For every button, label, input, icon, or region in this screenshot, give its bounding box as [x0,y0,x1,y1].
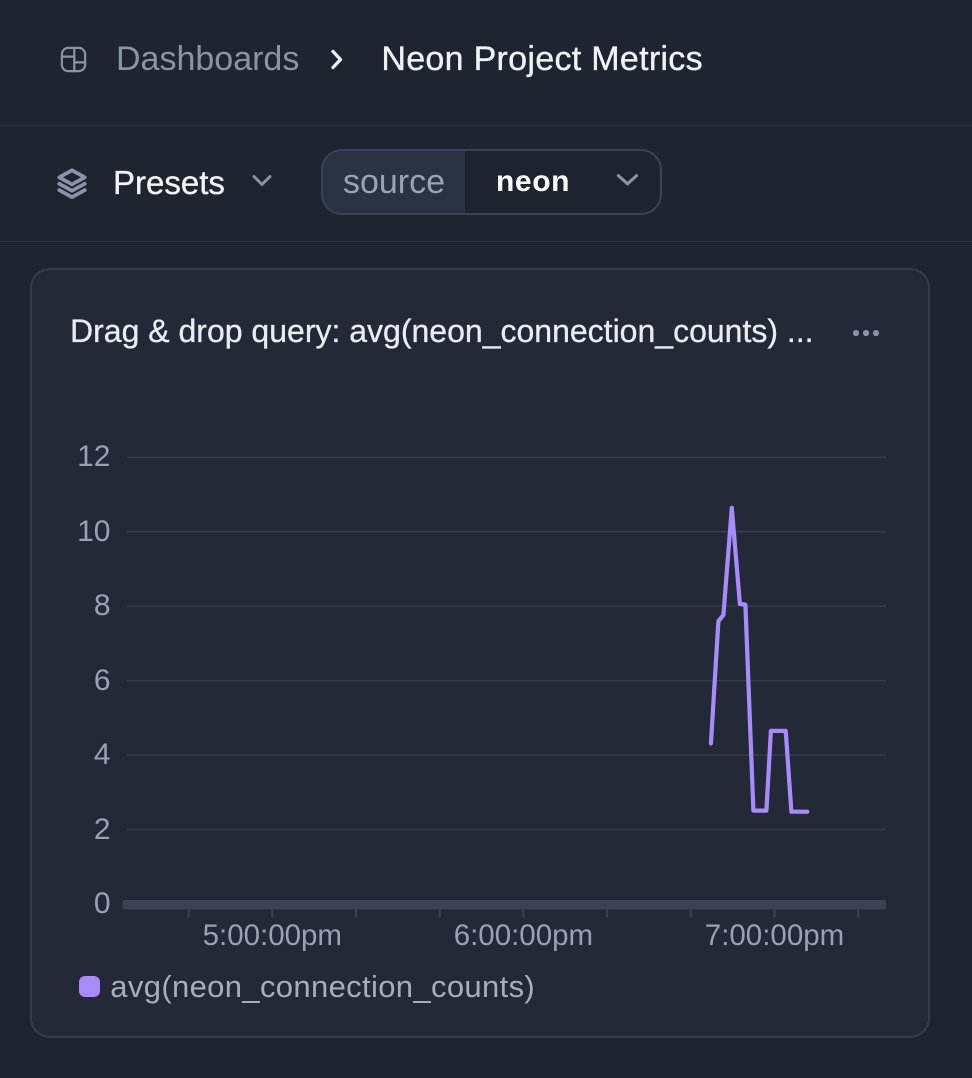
filter-key-label: source [323,151,465,213]
toolbar: Presets source neon [0,127,972,242]
chevron-down-icon [251,173,273,193]
layers-icon [55,166,89,200]
breadcrumb-dashboards[interactable]: Dashboards [58,40,299,79]
legend-swatch [79,976,101,997]
page-title: Neon Project Metrics [381,40,703,78]
y-axis-tick-label: 10 [77,514,111,548]
chart-series-line [708,505,810,814]
y-axis-tick-label: 0 [93,887,111,920]
chart-card: Drag & drop query: avg(neon_connection_c… [30,268,930,1038]
chart-card-title: Drag & drop query: avg(neon_connection_c… [70,313,814,349]
filter-value-dropdown[interactable]: neon [465,151,660,213]
source-filter[interactable]: source neon [321,149,662,215]
ellipsis-icon [863,330,869,336]
presets-button[interactable]: Presets [55,125,273,240]
legend[interactable]: avg(neon_connection_counts) [79,969,535,1005]
y-axis-tick-label: 8 [93,589,111,623]
chevron-down-icon [615,172,640,193]
top-bar: Dashboards Neon Project Metrics [0,0,972,126]
dashboards-icon [58,44,89,75]
breadcrumb: Dashboards Neon Project Metrics [0,40,703,79]
x-axis-tick-label: 7:00:00pm [704,918,845,952]
presets-label: Presets [113,163,225,201]
ellipsis-icon [873,330,879,336]
x-axis-tick-label: 6:00:00pm [453,918,594,952]
y-axis-tick-label: 2 [93,812,111,846]
filter-value-label: neon [496,165,571,198]
card-menu-button[interactable] [843,316,889,350]
ellipsis-icon [853,330,859,336]
y-axis-tick-label: 6 [93,663,111,697]
legend-label: avg(neon_connection_counts) [110,968,536,1004]
y-axis-tick-label: 12 [77,440,111,474]
y-axis-tick-label: 4 [93,738,111,772]
chevron-right-icon [329,48,344,71]
breadcrumb-root-label: Dashboards [116,40,300,78]
chart-x-axis-bar [122,900,886,910]
x-axis-tick-label: 5:00:00pm [202,918,342,952]
